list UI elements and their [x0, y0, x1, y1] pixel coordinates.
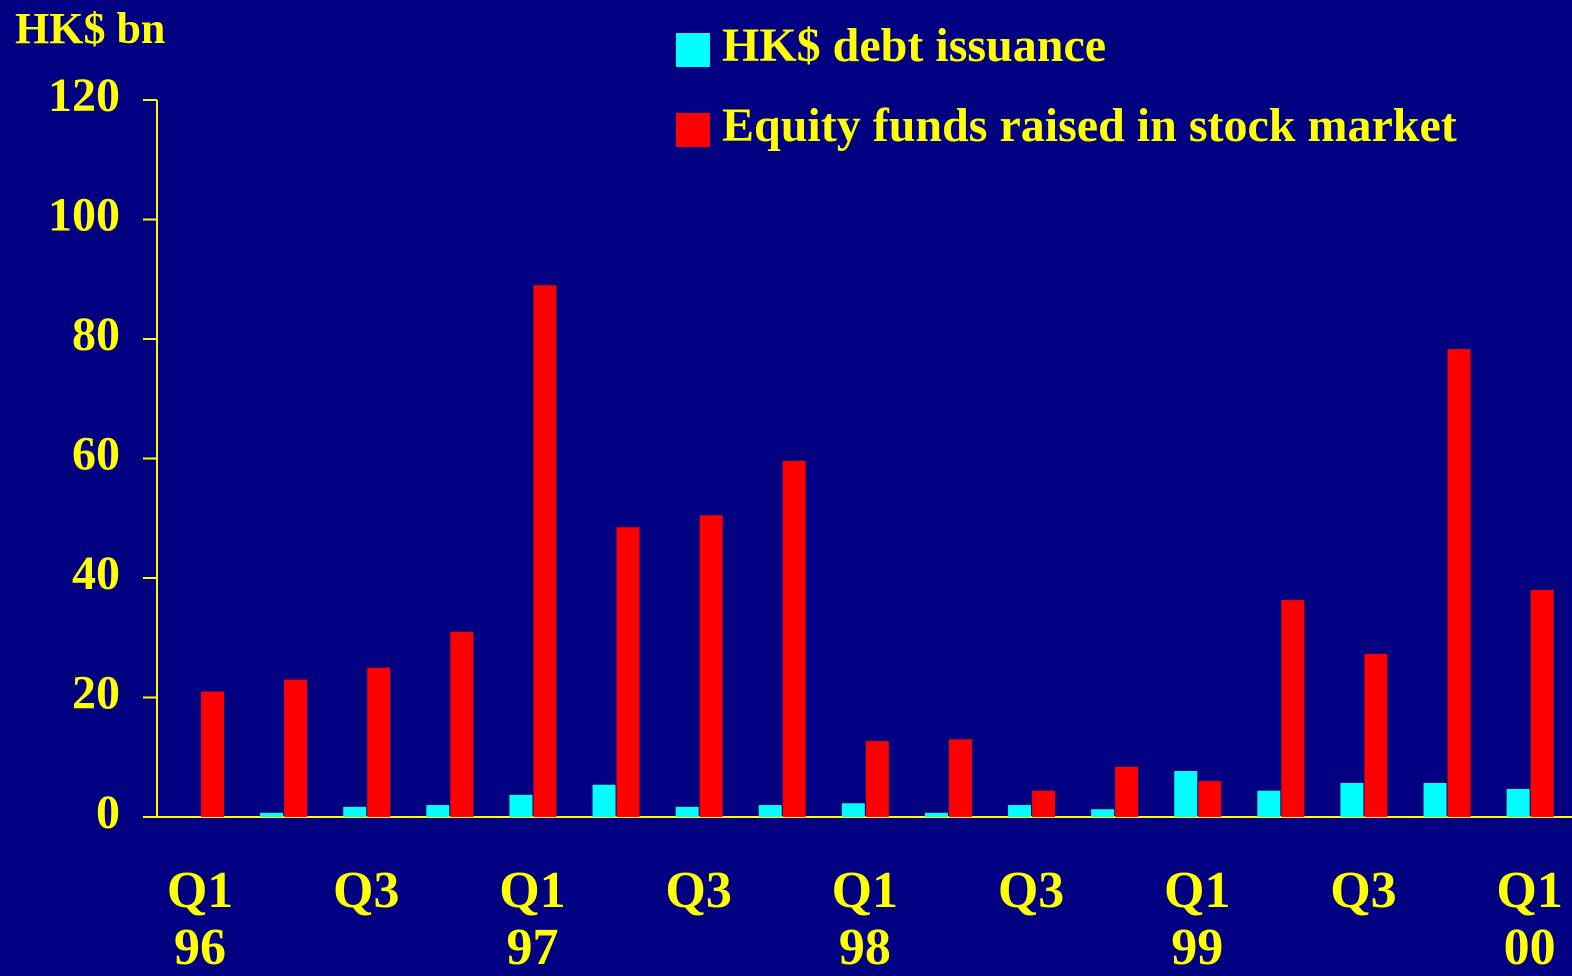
legend-swatch — [676, 33, 710, 67]
x-tick-year: 98 — [839, 919, 891, 976]
x-tick-label: Q3 — [1330, 862, 1396, 919]
bar — [865, 741, 889, 817]
bar — [1506, 788, 1530, 817]
bar — [426, 805, 450, 817]
bar — [1530, 589, 1554, 817]
bar — [284, 679, 308, 817]
bar — [1257, 790, 1281, 817]
y-tick-label: 100 — [48, 189, 120, 242]
bar — [675, 806, 699, 817]
bar — [1091, 809, 1115, 817]
bar — [758, 805, 782, 817]
bar — [343, 806, 367, 817]
x-tick-year: 00 — [1504, 919, 1556, 976]
bar — [592, 784, 616, 817]
bar — [509, 794, 533, 817]
bar — [924, 812, 948, 817]
legend-label: HK$ debt issuance — [722, 19, 1106, 72]
x-tick-label: Q1 — [499, 862, 565, 919]
legend-label: Equity funds raised in stock market — [722, 99, 1457, 152]
x-tick-year: 99 — [1171, 919, 1223, 976]
x-tick-year: 96 — [174, 919, 226, 976]
x-tick-label: Q1 — [832, 862, 898, 919]
bar — [450, 631, 474, 817]
bar — [699, 515, 723, 817]
bar — [533, 285, 557, 818]
y-tick-label: 40 — [72, 547, 120, 600]
bar — [1281, 600, 1305, 817]
y-tick-label: 0 — [96, 786, 120, 839]
legend-swatch — [676, 113, 710, 147]
bar — [1423, 782, 1447, 817]
bar — [1364, 653, 1388, 817]
y-tick-label: 60 — [72, 428, 120, 481]
bar — [782, 460, 806, 817]
y-tick-label: 20 — [72, 667, 120, 720]
y-tick-label: 120 — [48, 69, 120, 122]
bar — [1008, 805, 1032, 817]
bar — [1032, 790, 1056, 817]
y-axis-label: HK$ bn — [15, 4, 165, 53]
bar — [948, 739, 972, 817]
bar — [367, 667, 391, 817]
x-tick-year: 97 — [506, 919, 558, 976]
bar — [1115, 766, 1139, 817]
bar — [260, 812, 284, 817]
bar — [841, 803, 865, 817]
x-tick-label: Q1 — [1496, 862, 1562, 919]
x-tick-label: Q1 — [167, 862, 233, 919]
x-tick-label: Q1 — [1164, 862, 1230, 919]
bar — [201, 691, 225, 817]
bar — [1340, 782, 1364, 817]
x-tick-label: Q3 — [333, 862, 399, 919]
bar — [1198, 781, 1222, 817]
bar — [616, 527, 640, 817]
bar — [1174, 770, 1198, 817]
bar — [1447, 349, 1471, 817]
x-tick-label: Q3 — [998, 862, 1064, 919]
y-tick-label: 80 — [72, 308, 120, 361]
x-tick-label: Q3 — [665, 862, 731, 919]
